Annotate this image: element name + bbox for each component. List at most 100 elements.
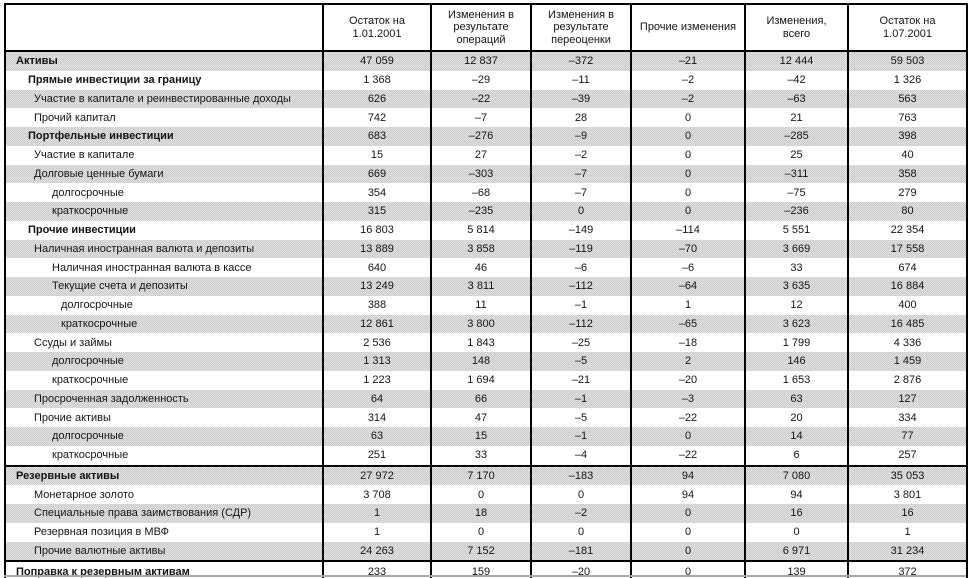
row-label: Прочий капитал	[4, 108, 323, 127]
value-cell: –42	[744, 70, 848, 90]
value-cell: 146	[744, 352, 848, 371]
value-cell: 0	[630, 183, 745, 202]
row-label: Поправка к резервным активам	[4, 560, 323, 578]
value-cell: 15	[430, 427, 531, 446]
value-cell: 314	[322, 408, 431, 427]
value-cell: 14	[744, 427, 848, 446]
value-cell: 0	[744, 522, 848, 542]
value-cell: 0	[630, 504, 745, 523]
value-cell: 33	[430, 445, 531, 466]
col-header-other-changes: Прочие изменения	[630, 4, 745, 52]
col-header-total-changes: Изменения, всего	[744, 4, 848, 52]
value-cell: 763	[847, 108, 967, 127]
value-cell: 640	[322, 258, 431, 277]
table-header: Остаток на 1.01.2001 Изменения в результ…	[4, 4, 967, 52]
value-cell: –68	[430, 183, 531, 202]
value-cell: –235	[430, 202, 531, 221]
value-cell: –285	[744, 127, 848, 146]
value-cell: –64	[630, 277, 745, 296]
value-cell: 279	[847, 183, 967, 202]
table-row: Портфельные инвестиции 683 –276 –9 0 –285 398	[4, 127, 967, 146]
row-label: Портфельные инвестиции	[4, 127, 323, 146]
value-cell: 0	[630, 560, 745, 578]
value-cell: 13 249	[322, 277, 431, 296]
value-cell: 27	[430, 145, 531, 165]
value-cell: 3 858	[430, 239, 531, 259]
value-cell: 1 223	[322, 370, 431, 390]
value-cell: –303	[430, 164, 531, 184]
value-cell: 3 669	[744, 239, 848, 259]
table-row: краткосрочные 1 223 1 694 –21 –20 1 653 2 876	[4, 370, 967, 390]
value-cell: 2 536	[322, 333, 431, 352]
value-cell: 354	[322, 183, 431, 202]
value-cell: –372	[530, 51, 631, 71]
value-cell: 3 708	[322, 485, 431, 504]
value-cell: 47 059	[322, 51, 431, 71]
value-cell: 0	[630, 202, 745, 221]
table-row: Активы 47 059 12 837 –372 –21 12 444 59 503	[4, 51, 967, 71]
value-cell: 17 558	[847, 239, 967, 259]
value-cell: 66	[430, 389, 531, 409]
value-cell: –21	[530, 370, 631, 390]
table-row: Резервные активы 27 972 7 170 –183 94 7 080 35…	[4, 464, 967, 486]
value-cell: –2	[630, 70, 745, 90]
value-cell: 0	[530, 485, 631, 504]
table-row: Монетарное золото 3 708 0 0 94 94 3 801	[4, 485, 967, 504]
table-row: Текущие счета и депозиты 13 249 3 811 –112–…	[4, 277, 967, 296]
row-label: краткосрочные	[4, 202, 323, 221]
value-cell: 1 653	[744, 370, 848, 390]
row-label: Монетарное золото	[4, 485, 323, 504]
value-cell: 1 843	[430, 333, 531, 352]
value-cell: 334	[847, 408, 967, 427]
value-cell: 1 326	[847, 70, 967, 90]
row-label: краткосрочные	[4, 445, 323, 466]
row-label: Активы	[4, 51, 323, 71]
value-cell: 80	[847, 202, 967, 221]
value-cell: 0	[430, 522, 531, 542]
value-cell: 94	[744, 485, 848, 504]
table-row: Наличная иностранная валюта в кассе 640 46…	[4, 258, 967, 277]
value-cell: 388	[322, 295, 431, 315]
value-cell: 7 170	[430, 464, 531, 486]
value-cell: –75	[744, 183, 848, 202]
value-cell: –4	[530, 445, 631, 466]
value-cell: 5 551	[744, 220, 848, 240]
value-cell: –21	[630, 51, 745, 71]
value-cell: 315	[322, 202, 431, 221]
value-cell: 139	[744, 560, 848, 578]
value-cell: 4 336	[847, 333, 967, 352]
value-cell: 0	[630, 145, 745, 165]
row-label: Специальные права заимствования (СДР)	[4, 504, 323, 523]
value-cell: 1 459	[847, 352, 967, 371]
value-cell: –22	[630, 445, 745, 466]
table-row: Участие в капитале 15 27 –2 0 25 40	[4, 145, 967, 165]
value-cell: –2	[630, 89, 745, 109]
value-cell: 683	[322, 127, 431, 146]
value-cell: 12 444	[744, 51, 848, 71]
value-cell: 159	[430, 560, 531, 578]
table-body: Активы 47 059 12 837 –372 –21 12 444 59 503 Пря…	[4, 51, 967, 578]
value-cell: 742	[322, 108, 431, 127]
table-row: краткосрочные 315 –235 0 0 –236 80	[4, 202, 967, 221]
row-label: Долговые ценные бумаги	[4, 164, 323, 184]
value-cell: 0	[630, 522, 745, 542]
row-label: Прочие инвестиции	[4, 220, 323, 240]
value-cell: 94	[630, 485, 745, 504]
table-row: долгосрочные 63 15 –1 0 14 77	[4, 427, 967, 446]
value-cell: 3 811	[430, 277, 531, 296]
value-cell: –6	[530, 258, 631, 277]
row-label: Наличная иностранная валюта в кассе	[4, 258, 323, 277]
value-cell: 12	[744, 295, 848, 315]
value-cell: 7 080	[744, 464, 848, 486]
col-header-opening-balance: Остаток на 1.01.2001	[322, 4, 431, 52]
value-cell: 372	[847, 560, 967, 578]
table-row: Прямые инвестиции за границу 1 368 –29 –11–…	[4, 70, 967, 90]
value-cell: 16 803	[322, 220, 431, 240]
value-cell: 251	[322, 445, 431, 466]
table-row: Прочие инвестиции 16 803 5 814 –149 –114 5 55…	[4, 220, 967, 240]
value-cell: –112	[530, 314, 631, 334]
value-cell: 563	[847, 89, 967, 109]
value-cell: 233	[322, 560, 431, 578]
value-cell: 28	[530, 108, 631, 127]
